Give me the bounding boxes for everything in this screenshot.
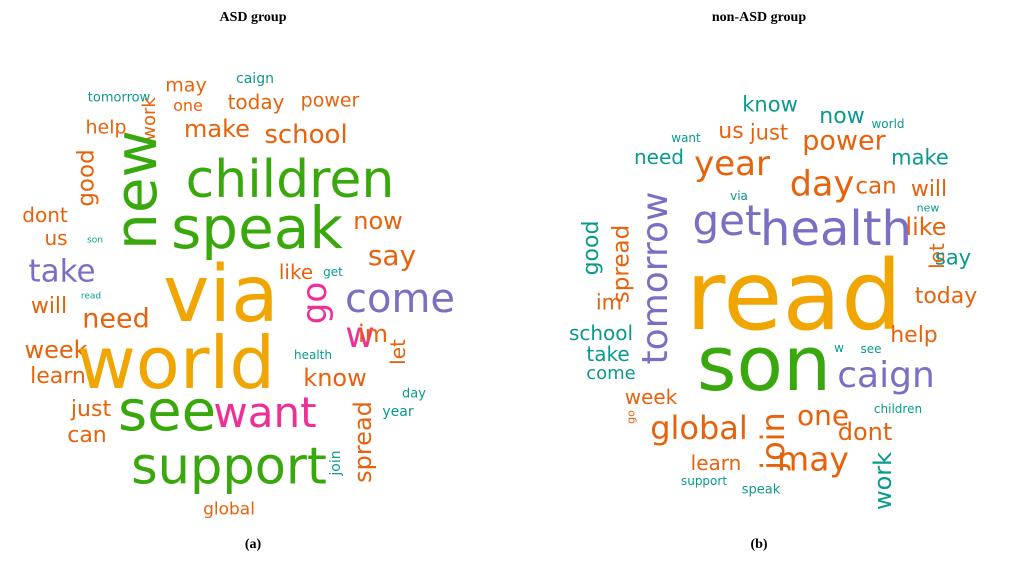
word-can: can	[855, 173, 897, 200]
word-want: want	[671, 131, 701, 145]
panel-asd-group: ASD group may caign tomorrow one today power h…	[0, 0, 506, 567]
word-tomorrow: tomorrow	[87, 90, 151, 106]
word-im: im	[357, 320, 389, 348]
word-good: good	[73, 149, 100, 207]
word-come: come	[586, 363, 636, 384]
word-say: say	[367, 239, 417, 272]
word-world: world	[871, 117, 905, 131]
word-world: world	[76, 321, 276, 405]
word-power: power	[802, 125, 886, 157]
word-read: read	[685, 240, 903, 352]
word-day: day	[789, 164, 855, 205]
word-let: let	[386, 339, 410, 365]
word-power: power	[300, 89, 360, 112]
word-need: need	[634, 145, 684, 169]
word-tomorrow: tomorrow	[635, 191, 676, 365]
word-son: son	[696, 319, 832, 408]
word-learn: learn	[690, 451, 742, 475]
word-want: want	[213, 388, 317, 437]
word-like: like	[278, 260, 314, 284]
word-w: w	[345, 315, 375, 356]
word-good: good	[579, 220, 604, 276]
word-make: make	[891, 145, 949, 170]
word-may: may	[165, 74, 207, 97]
word-support: support	[680, 474, 728, 488]
word-work: work	[869, 451, 897, 511]
word-know: know	[303, 364, 367, 392]
panel-caption: (b)	[750, 537, 768, 552]
word-speak: speak	[171, 194, 343, 262]
word-children: children	[873, 402, 923, 416]
word-caign: caign	[837, 355, 935, 396]
word-one: one	[796, 399, 850, 432]
word-caign: caign	[236, 71, 274, 87]
word-support: support	[131, 437, 327, 497]
word-health: health	[294, 348, 332, 362]
word-school: school	[568, 321, 634, 345]
word-say: say	[934, 245, 972, 270]
word-need: need	[82, 303, 150, 335]
word-make: make	[184, 115, 250, 143]
word-see: see	[860, 342, 882, 356]
word-speak: speak	[741, 482, 781, 498]
word-cloud-asd: may caign tomorrow one today power help work mak…	[0, 0, 506, 567]
word-like: like	[905, 213, 947, 241]
word-global: global	[203, 499, 255, 520]
word-go: go	[295, 281, 335, 325]
word-via: via	[730, 189, 748, 203]
word-spread: spread	[349, 401, 377, 483]
word-may: may	[777, 439, 849, 479]
word-dont: dont	[22, 203, 68, 227]
panel-caption: (a)	[244, 537, 262, 552]
word-dont: dont	[837, 418, 893, 446]
word-take: take	[586, 342, 630, 366]
word-us: us	[44, 226, 68, 250]
word-take: take	[28, 253, 96, 290]
word-help: help	[890, 323, 938, 348]
word-see: see	[117, 379, 217, 444]
word-now: now	[353, 207, 403, 235]
word-school: school	[264, 120, 348, 150]
word-one: one	[173, 96, 203, 115]
word-just: just	[749, 120, 789, 145]
word-go: go	[624, 410, 638, 424]
word-health: health	[760, 201, 912, 257]
word-son: son	[87, 235, 103, 246]
word-now: now	[819, 104, 865, 129]
word-w: w	[834, 341, 844, 355]
word-week: week	[624, 385, 678, 409]
word-know: know	[742, 92, 798, 117]
word-im: im	[595, 290, 623, 315]
word-via: via	[163, 250, 279, 340]
panel-title: non-ASD group	[711, 10, 807, 25]
word-cloud-non-asd: know now world want us just power need make year d…	[506, 0, 1012, 567]
word-day: day	[402, 386, 426, 402]
word-come: come	[344, 276, 456, 322]
word-get: get	[692, 196, 762, 245]
word-global: global	[650, 409, 748, 447]
word-today: today	[914, 284, 978, 309]
word-year: year	[694, 144, 770, 184]
word-just: just	[70, 397, 112, 422]
word-learn: learn	[30, 364, 86, 389]
word-help: help	[85, 116, 127, 139]
word-new: new	[102, 130, 170, 250]
word-will: will	[30, 294, 68, 319]
word-new: new	[916, 201, 940, 215]
word-will: will	[910, 177, 948, 202]
word-join: join	[328, 450, 344, 476]
word-get: get	[323, 265, 343, 279]
word-read: read	[80, 291, 102, 302]
panel-title: ASD group	[219, 10, 287, 25]
word-year: year	[382, 404, 414, 420]
word-us: us	[718, 119, 744, 144]
word-children: children	[185, 150, 395, 210]
word-today: today	[227, 90, 285, 114]
word-can: can	[67, 423, 107, 448]
panel-non-asd-group: non-ASD group know now world want us just powe…	[506, 0, 1012, 567]
word-week: week	[24, 336, 88, 364]
